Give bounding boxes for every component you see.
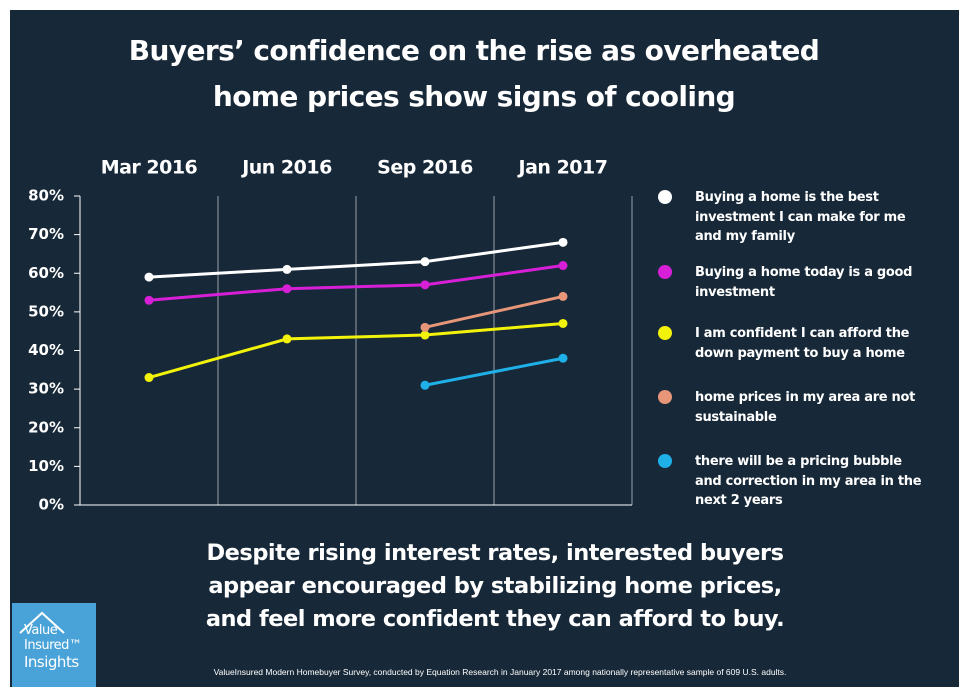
footnote: ValueInsured Modern Homebuyer Survey, co… xyxy=(213,667,787,677)
legend-label: there will be a pricing bubble and corre… xyxy=(695,454,922,508)
y-tick-label: 30% xyxy=(28,380,64,398)
x-tick-label: Jun 2016 xyxy=(240,157,332,179)
data-point xyxy=(420,322,430,332)
logo-text: Insured™ xyxy=(24,638,82,653)
caption: Despite rising interest rates, intereste… xyxy=(205,540,785,632)
data-point xyxy=(420,257,430,267)
data-point xyxy=(144,272,154,282)
series-line xyxy=(148,240,564,279)
legend-label: I am confident I can afford the down pay… xyxy=(695,326,910,361)
y-tick-label: 40% xyxy=(28,341,64,359)
data-point xyxy=(282,264,292,274)
series-line xyxy=(148,264,564,302)
data-point xyxy=(420,330,430,340)
logo-text: Value xyxy=(24,623,58,638)
series-line xyxy=(148,321,564,379)
y-tick-label: 70% xyxy=(28,225,64,243)
y-tick-label: 80% xyxy=(28,187,64,205)
panel xyxy=(10,10,959,687)
y-tick-label: 50% xyxy=(28,302,64,320)
chart-title: Buyers’ confidence on the rise as overhe… xyxy=(128,34,820,113)
data-point xyxy=(558,261,568,271)
y-tick-label: 10% xyxy=(28,457,64,475)
data-point xyxy=(144,373,154,383)
data-point xyxy=(282,284,292,294)
legend-label: home prices in my area are not sustainab… xyxy=(695,390,916,425)
x-tick-label: Mar 2016 xyxy=(101,157,198,179)
legend-swatch xyxy=(658,190,672,204)
legend-label: Buying a home is the best investment I c… xyxy=(695,190,906,244)
legend-label: Buying a home today is a good investment xyxy=(695,265,913,300)
legend-swatch xyxy=(658,265,672,279)
legend-swatch xyxy=(658,454,672,468)
data-point xyxy=(144,295,154,305)
y-tick-label: 20% xyxy=(28,418,64,436)
data-point xyxy=(282,334,292,344)
data-point xyxy=(558,237,568,247)
logo-icon xyxy=(19,611,65,634)
logo: Value Insured™ Insights xyxy=(12,603,96,687)
series-line xyxy=(424,356,564,387)
y-tick-label: 60% xyxy=(28,264,64,282)
data-point xyxy=(558,318,568,328)
x-tick-label: Jan 2017 xyxy=(517,157,608,179)
legend-swatch xyxy=(658,390,672,404)
data-point xyxy=(420,380,430,390)
data-point xyxy=(558,353,568,363)
data-point xyxy=(558,291,568,301)
x-tick-label: Sep 2016 xyxy=(377,157,473,179)
data-point xyxy=(420,280,430,290)
logo-text: Insights xyxy=(24,653,79,671)
series-line xyxy=(424,294,564,329)
y-tick-label: 0% xyxy=(39,496,64,514)
legend-swatch xyxy=(658,326,672,340)
